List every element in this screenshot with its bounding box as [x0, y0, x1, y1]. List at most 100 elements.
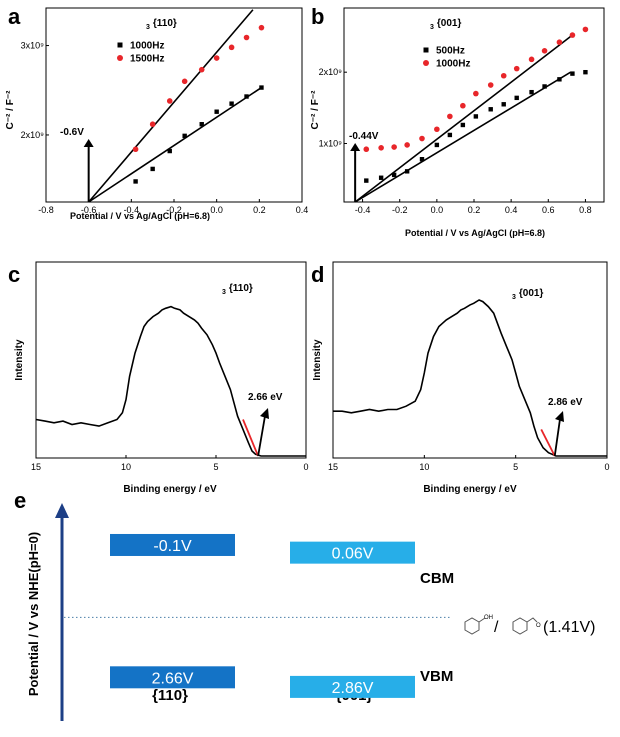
molecule-o-label: O: [536, 623, 541, 629]
cbm-box-1: [290, 541, 415, 564]
cbm-label: CBM: [420, 570, 454, 587]
panel-a-title-sub: 3: [146, 24, 150, 31]
panel-b-series-1-point-15: [569, 32, 576, 38]
panel-a-xlabel: Potential / V vs Ag/AgCl (pH=6.8): [70, 211, 210, 221]
panel-b-series-0-point-12: [529, 89, 534, 95]
panel-d-xtick-label-0: 15: [328, 462, 338, 472]
panel-a-series-1-point-7: [243, 34, 250, 41]
panel-b-legend-marker-1: [423, 60, 429, 66]
panel-b-series-0-point-4: [419, 157, 425, 162]
panel-a-arrow-head: [83, 139, 94, 147]
panel-a-title-facet: {110}: [153, 18, 177, 29]
panel-b-legend-marker-0: [423, 47, 429, 53]
panel-b-series-1-point-10: [500, 72, 507, 79]
panel-b-legend-label-0: 500Hz: [436, 46, 465, 57]
panel-b-series-0-point-6: [447, 132, 453, 138]
panel-b-series-1-point-12: [528, 56, 535, 63]
vbm-label: VBM: [420, 668, 453, 685]
panel-b-series-0-point-5: [434, 142, 440, 148]
panel-e-axis-arrowhead: [55, 503, 69, 518]
panel-b-series-1-point-3: [404, 142, 410, 148]
panel-a-series-0-point-6: [229, 101, 234, 106]
panel-c-xlabel: Binding energy / eV: [123, 484, 217, 495]
panel-d-xtick-label-3: 0: [604, 462, 609, 472]
vbm-value-0: 2.66V: [152, 670, 194, 687]
molecule-oh-label: OH: [484, 615, 493, 621]
cbm-value-1: 0.06V: [332, 546, 374, 563]
panel-d-annotation: 2.86 eV: [548, 397, 583, 408]
benzyl-alcohol-molecule: OH: [464, 615, 493, 635]
panel-b-xtick-label-6: 0.8: [579, 205, 592, 215]
facet-110-label: {110}: [152, 687, 188, 704]
panel-d-xlabel: Binding energy / eV: [423, 484, 517, 495]
panel-b-series-0-point-8: [473, 114, 479, 119]
panel-b-xtick-label-4: 0.4: [505, 205, 518, 215]
panel-c-frame: [35, 261, 307, 459]
panel-a-series-0-point-8: [259, 85, 264, 90]
panel-a-series-0-point-3: [182, 133, 187, 139]
panel-d-frame: [332, 261, 608, 459]
panel-a-legend-marker-0: [117, 42, 123, 48]
panel-b-series-0-point-14: [557, 77, 562, 82]
panel-d-tangent-line: [540, 429, 556, 457]
panel-d-arrow-head: [555, 411, 564, 422]
panel-d-title-sub: 3: [512, 294, 516, 301]
panel-b-annotation: -0.44V: [349, 131, 379, 142]
panel-b-fit-line-1: [354, 35, 572, 203]
panel-a-ytick-label-1: 3x10⁹: [21, 41, 45, 51]
panel-b-frame: [343, 7, 605, 203]
panel-b-series-1-point-8: [473, 90, 479, 97]
panel-c-title-facet: {110}: [229, 283, 253, 294]
panel-label-b: b: [311, 4, 324, 29]
panel-a-series-1-point-6: [228, 44, 235, 51]
panel-e-ylabel: Potential / V vs NHE(pH=0): [26, 532, 41, 696]
panel-a-frame: [45, 7, 303, 203]
panel-b-ytick-label-1: 2x10⁹: [319, 67, 343, 77]
panel-label-c: c: [8, 262, 20, 287]
panel-b-ytick-label-0: 1x10⁹: [319, 139, 343, 149]
panel-a-legend-marker-1: [117, 55, 123, 61]
panel-b-series-1-point-6: [447, 113, 453, 120]
panel-label-d: d: [311, 262, 324, 287]
cbm-value-0: -0.1V: [153, 538, 192, 555]
panel-b-xtick-label-2: 0.0: [431, 205, 444, 215]
panel-c-annotation: 2.66 eV: [248, 392, 283, 403]
panel-b-series-0-point-7: [460, 122, 466, 128]
panel-d-title-facet: {001}: [519, 288, 544, 299]
panel-a-annotation: -0.6V: [60, 127, 84, 138]
panel-a-fit-line-0: [88, 86, 262, 203]
panel-b-series-1-point-4: [419, 135, 425, 142]
panel-c-title-sub: 3: [222, 289, 226, 296]
panel-c-xtick-label-0: 15: [31, 462, 41, 472]
panel-a-series-1-point-2: [166, 98, 173, 104]
cbm-box-0: [110, 533, 235, 556]
panel-a-series-0-point-0: [133, 179, 138, 184]
panel-a-xtick-label-5: 0.2: [253, 205, 266, 215]
panel-a-chart: 3 {110} Potential / V vs Ag/AgCl (pH=6.8)…: [5, 7, 308, 221]
reference-separator: /: [494, 619, 499, 636]
panel-b-series-0-point-11: [514, 95, 519, 101]
panel-b-xlabel: Potential / V vs Ag/AgCl (pH=6.8): [405, 228, 545, 238]
panel-b-series-1-point-9: [487, 82, 494, 88]
panel-a-ylabel: C⁻² / F⁻²: [5, 90, 16, 130]
panel-b-arrow-head: [350, 143, 361, 151]
panel-a-title: 3 {110}: [146, 18, 177, 31]
panel-c-title: 3 {110}: [222, 283, 253, 296]
panel-a-series-0-point-5: [214, 109, 219, 114]
panel-c-ylabel: Intensity: [14, 339, 25, 381]
panel-b-xtick-label-1: -0.2: [392, 205, 408, 215]
panel-b-series-0-point-2: [391, 172, 397, 178]
panel-label-a: a: [8, 4, 21, 29]
panel-a-series-0-point-1: [150, 166, 155, 172]
panel-b-series-0-point-10: [501, 102, 506, 107]
panel-a-legend-label-1: 1500Hz: [130, 54, 164, 65]
panel-b-title-sub: 3: [430, 24, 434, 31]
panel-b-title: 3 {001}: [430, 18, 461, 31]
panel-b-series-0-point-13: [542, 84, 547, 89]
panel-a-xtick-label-2: -0.4: [124, 205, 140, 215]
panel-b-series-0-point-3: [404, 169, 410, 174]
panel-a-ytick-label-0: 2x10⁹: [21, 130, 45, 140]
panel-b-series-1-point-11: [513, 65, 520, 72]
panel-b-series-1-point-2: [391, 144, 397, 150]
